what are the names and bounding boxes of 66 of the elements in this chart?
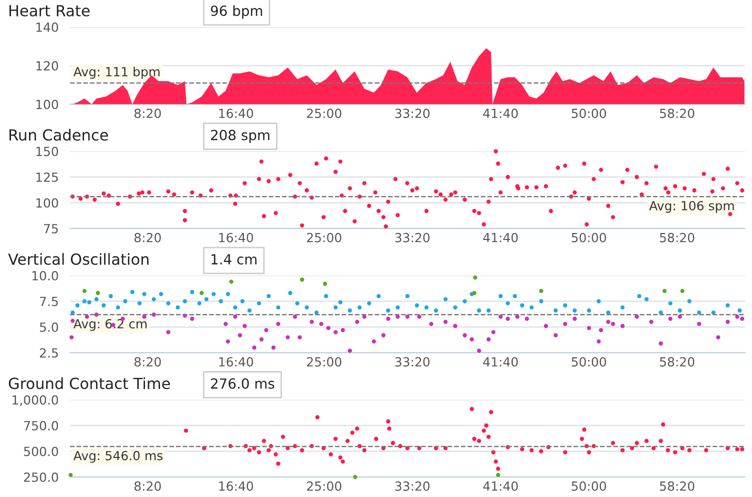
x-tick-label: 41:40 bbox=[483, 357, 518, 367]
text: 96 bpm bbox=[210, 5, 262, 19]
text: 208 spm bbox=[211, 130, 270, 143]
point bbox=[473, 275, 478, 280]
y-tick-label: 750.0 bbox=[24, 420, 58, 430]
y-tick-label: 100 bbox=[36, 198, 58, 208]
point bbox=[662, 288, 667, 294]
x-tick-label: 50:00 bbox=[572, 357, 606, 367]
x-tick-label: 50:00 bbox=[572, 232, 606, 242]
y-tick-label: 500.0 bbox=[24, 446, 58, 456]
point bbox=[82, 288, 87, 294]
x-tick-label: 16:40 bbox=[219, 232, 254, 242]
ref-line-label: Avg: 106 spm bbox=[649, 200, 734, 213]
point bbox=[539, 288, 544, 294]
x-tick-label: 25:00 bbox=[307, 481, 342, 491]
point bbox=[96, 290, 100, 296]
y-tick-label: 125 bbox=[36, 172, 58, 182]
y-tick-label: 2.5 bbox=[40, 348, 58, 358]
x-tick-label: 58:20 bbox=[660, 108, 694, 118]
x-tick-label: 58:20 bbox=[660, 481, 694, 491]
x-tick-label: 33:20 bbox=[395, 481, 430, 491]
x-tick-label: 8:20 bbox=[134, 481, 161, 491]
x-tick-label: 8:20 bbox=[134, 108, 161, 118]
x-tick-label: 50:00 bbox=[572, 481, 606, 491]
x-tick-label: 41:40 bbox=[483, 481, 518, 491]
x-tick-label: 33:20 bbox=[395, 108, 430, 118]
y-tick-label: 140 bbox=[36, 22, 58, 32]
x-tick-label: 8:20 bbox=[134, 357, 161, 367]
x-tick-label: 25:00 bbox=[307, 357, 342, 367]
chart-title: Ground Contact Time bbox=[8, 377, 170, 390]
x-tick-label: 25:00 bbox=[307, 232, 342, 242]
point bbox=[680, 288, 684, 294]
y-tick-label: 250.0 bbox=[24, 472, 58, 482]
x-tick-label: 58:20 bbox=[660, 357, 694, 367]
x-tick-label: 16:40 bbox=[219, 108, 254, 118]
x-tick-label: 41:40 bbox=[483, 232, 518, 242]
y-tick-label: 120 bbox=[36, 61, 58, 71]
x-tick-label: 33:20 bbox=[395, 357, 430, 367]
x-tick-label: 16:40 bbox=[219, 357, 254, 367]
point bbox=[322, 282, 328, 286]
y-tick-label: 1,000.0 bbox=[12, 395, 58, 406]
x-tick-label: 58:20 bbox=[660, 232, 694, 242]
ref-line-label: Avg: 546.0 ms bbox=[73, 450, 163, 463]
y-tick-label: 10.0 bbox=[32, 270, 58, 280]
text: 1.4 cm bbox=[212, 254, 256, 265]
x-tick-label: 8:20 bbox=[134, 232, 161, 242]
point bbox=[200, 290, 204, 296]
y-tick-label: 7.5 bbox=[40, 296, 58, 306]
chart-title: Run Cadence bbox=[10, 128, 108, 141]
x-tick-label: 50:00 bbox=[572, 108, 606, 118]
point bbox=[472, 290, 476, 296]
y-tick-label: 5.0 bbox=[40, 322, 58, 332]
point bbox=[229, 280, 234, 284]
chart-title: Heart Rate bbox=[10, 5, 90, 16]
y-tick-label: 100 bbox=[36, 100, 58, 110]
x-tick-label: 41:40 bbox=[483, 108, 518, 118]
y-tick-label: 75 bbox=[44, 224, 58, 234]
x-tick-label: 33:20 bbox=[395, 232, 430, 242]
x-tick-label: 16:40 bbox=[219, 481, 254, 491]
text: 276.0 ms bbox=[211, 378, 274, 389]
ref-line-label: Avg: 6.2 cm bbox=[73, 319, 147, 331]
x-tick-label: 25:00 bbox=[307, 108, 342, 118]
point bbox=[300, 278, 304, 282]
ref-line-label: Avg: 111 bpm bbox=[73, 66, 160, 79]
y-tick-label: 150 bbox=[36, 146, 58, 156]
chart-title: Vertical Oscillation bbox=[8, 253, 148, 265]
